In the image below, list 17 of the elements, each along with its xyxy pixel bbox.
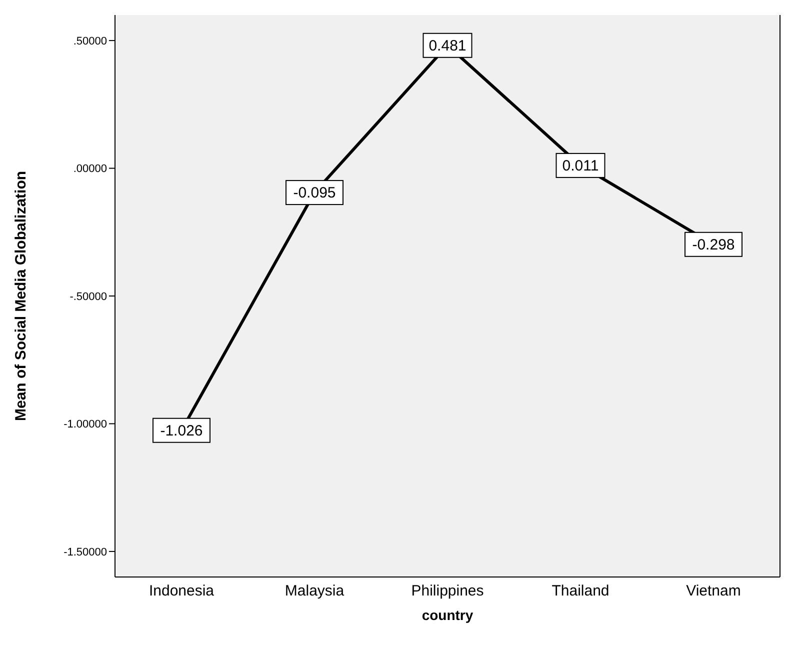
x-axis-title: country: [422, 607, 474, 623]
y-tick-label: -.50000: [70, 290, 107, 303]
y-tick-label: .50000: [73, 35, 107, 48]
x-tick-label: Vietnam: [686, 582, 741, 600]
y-tick-label: .00000: [73, 163, 107, 176]
data-label: -1.026: [160, 422, 203, 440]
x-tick-label: Philippines: [411, 582, 484, 600]
data-label: 0.481: [428, 37, 466, 54]
y-tick-label: -1.50000: [64, 546, 107, 558]
y-axis-title: Mean of Social Media Globalization: [12, 170, 30, 422]
data-label: -0.095: [293, 184, 336, 202]
x-tick-label: Malaysia: [284, 582, 345, 600]
y-tick-label: -1.00000: [64, 418, 107, 431]
x-tick-label: Indonesia: [148, 582, 215, 600]
x-tick-label: Thailand: [552, 582, 610, 600]
data-label: -0.298: [692, 236, 735, 254]
data-label: 0.011: [562, 157, 599, 174]
